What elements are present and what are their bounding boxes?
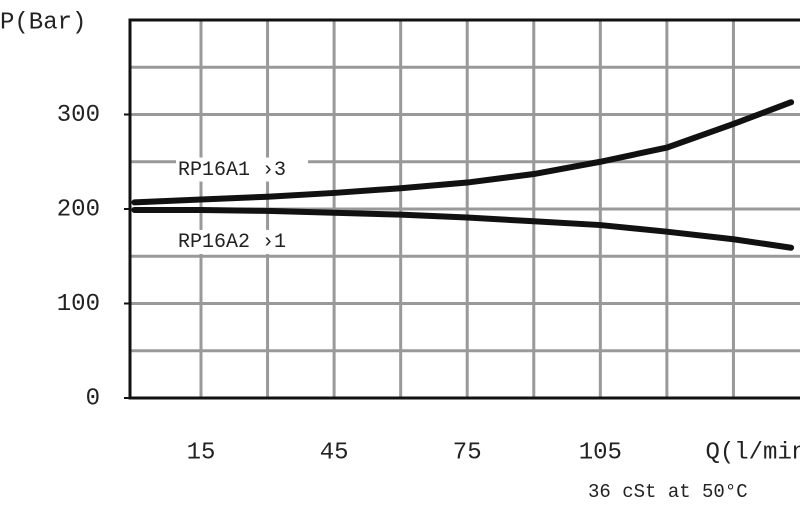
- x-tick-label: 45: [320, 439, 349, 466]
- series-line: [131, 206, 795, 251]
- series-line: [131, 99, 795, 206]
- x-tick-label: 105: [579, 439, 622, 466]
- note: 36 cSt at 50°C: [588, 481, 748, 503]
- series-label: RP16A1 ›3: [178, 159, 286, 182]
- x-axis-label: Q(l/min): [705, 439, 800, 466]
- series-label: RP16A2 ›1: [178, 231, 286, 254]
- y-axis-label: P(Bar): [0, 9, 86, 36]
- label-bg: [176, 229, 308, 254]
- x-tick-label: 15: [187, 439, 216, 466]
- x-tick-label: 75: [453, 439, 482, 466]
- y-tick-label: 0: [86, 385, 100, 412]
- y-tick-label: 200: [57, 196, 100, 223]
- label-bg: [176, 157, 308, 182]
- y-tick-label: 300: [57, 102, 100, 129]
- y-tick-label: 100: [57, 291, 100, 318]
